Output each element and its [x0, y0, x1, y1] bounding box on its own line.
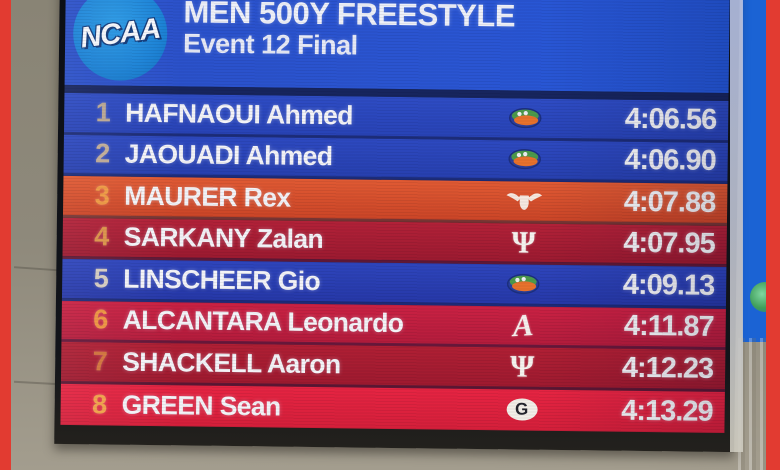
swimmer-name: ALCANTARA Leonardo — [122, 304, 404, 339]
result-time: 4:07.95 — [623, 227, 715, 261]
georgia-g-icon: G — [499, 398, 545, 422]
led-scoreboard: NCAA MEN 500Y FREESTYLE Event 12 Final 1… — [54, 0, 740, 453]
result-time: 4:11.87 — [623, 310, 714, 344]
swimmer-name: GREEN Sean — [121, 389, 281, 422]
board-edge-highlight — [730, 0, 743, 452]
red-frame-left — [0, 0, 11, 470]
result-time: 4:09.13 — [622, 268, 715, 302]
event-subtitle: Event 12 Final — [182, 28, 358, 61]
rank-label: 4 — [94, 221, 109, 252]
florida-gators-icon — [502, 147, 548, 173]
indiana-trident-icon: Ψ — [511, 224, 537, 260]
rank-label: 5 — [93, 263, 109, 294]
rank-label: 3 — [94, 180, 110, 211]
swimmer-name: JAOUADI Ahmed — [124, 138, 333, 172]
scoreboard-screen: NCAA MEN 500Y FREESTYLE Event 12 Final 1… — [60, 0, 730, 434]
result-time: 4:07.88 — [623, 185, 716, 219]
swimmer-name: LINSCHEER Gio — [123, 263, 321, 296]
result-time: 4:06.56 — [624, 102, 717, 136]
swimmer-name: MAURER Rex — [124, 180, 291, 213]
rank-label: 8 — [91, 389, 107, 420]
florida-gators-icon — [500, 271, 546, 297]
wall-seam — [13, 380, 61, 386]
result-time: 4:06.90 — [624, 144, 716, 178]
indiana-trident-icon: Ψ — [509, 348, 535, 384]
ncaa-logo-text: NCAA — [78, 12, 162, 55]
rank-label: 2 — [95, 138, 110, 169]
result-time: 4:12.23 — [621, 351, 714, 385]
result-time: 4:13.29 — [621, 394, 713, 428]
ncaa-logo-icon: NCAA — [72, 0, 168, 82]
swimmer-name: HAFNAOUI Ahmed — [125, 97, 354, 131]
result-row: 3 MAURER Rex 4:07.88 — [62, 175, 728, 226]
results-list: 1 HAFNAOUI Ahmed 4:06.56 2 JAOUADI Ahmed… — [60, 92, 729, 434]
texas-longhorn-icon — [501, 190, 547, 213]
result-row: 1 HAFNAOUI Ahmed 4:06.56 — [63, 92, 729, 143]
result-row: 8 GREEN Sean G 4:13.29 — [60, 383, 725, 434]
rank-label: 1 — [95, 97, 111, 128]
wall-streaks — [738, 338, 768, 470]
rank-label: 6 — [93, 304, 108, 335]
red-frame-right — [766, 0, 780, 470]
rank-label: 7 — [92, 346, 108, 377]
event-header: NCAA MEN 500Y FREESTYLE Event 12 Final — [64, 0, 730, 94]
alabama-script-a-icon: A — [511, 306, 534, 343]
florida-gators-icon — [502, 105, 548, 131]
swimmer-name: SHACKELL Aaron — [122, 346, 341, 380]
result-row: 5 LINSCHEER Gio 4:09.13 — [61, 258, 727, 309]
result-row: 2 JAOUADI Ahmed 4:06.90 — [63, 134, 728, 185]
swimmer-name: SARKANY Zalan — [123, 221, 324, 255]
